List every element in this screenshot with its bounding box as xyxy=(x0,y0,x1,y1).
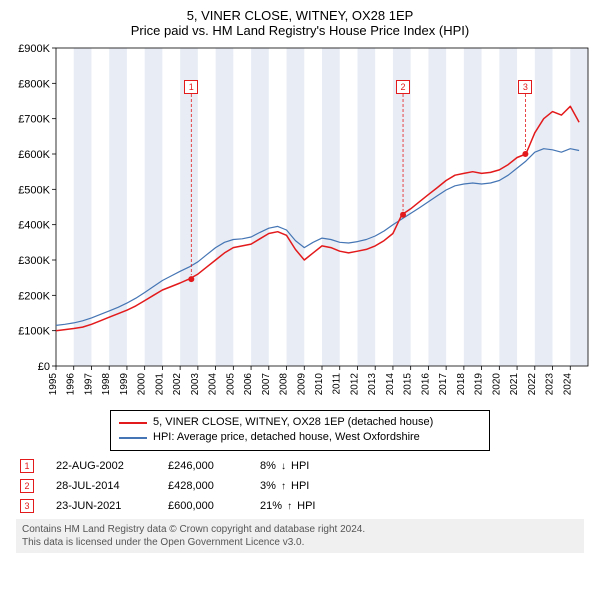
arrow-up-icon: ↑ xyxy=(281,481,286,492)
transactions-table: 1 22-AUG-2002 £246,000 8% ↓ HPI 2 28-JUL-2014… xyxy=(20,459,580,513)
svg-text:£300K: £300K xyxy=(18,255,50,267)
svg-text:2002: 2002 xyxy=(172,373,183,396)
svg-text:£900K: £900K xyxy=(18,44,50,55)
chart-marker-3: 3 xyxy=(518,80,532,94)
legend-swatch-hpi xyxy=(119,437,147,439)
transaction-date: 22-AUG-2002 xyxy=(56,460,146,472)
svg-text:2023: 2023 xyxy=(545,373,556,396)
legend-label-property: 5, VINER CLOSE, WITNEY, OX28 1EP (detach… xyxy=(153,415,433,430)
transaction-price: £428,000 xyxy=(168,480,238,492)
svg-text:2013: 2013 xyxy=(367,373,378,396)
legend-row-property: 5, VINER CLOSE, WITNEY, OX28 1EP (detach… xyxy=(119,415,481,430)
transaction-marker: 1 xyxy=(20,459,34,473)
legend-swatch-property xyxy=(119,422,147,424)
svg-text:2024: 2024 xyxy=(562,373,573,396)
footer-line2: This data is licensed under the Open Gov… xyxy=(22,536,578,549)
legend: 5, VINER CLOSE, WITNEY, OX28 1EP (detach… xyxy=(110,410,490,451)
footer-line1: Contains HM Land Registry data © Crown c… xyxy=(22,523,578,536)
transaction-row: 3 23-JUN-2021 £600,000 21% ↑ HPI xyxy=(20,499,580,513)
svg-text:2005: 2005 xyxy=(225,373,236,396)
svg-text:£400K: £400K xyxy=(18,220,50,232)
title-subtitle: Price paid vs. HM Land Registry's House … xyxy=(8,23,592,38)
svg-text:£200K: £200K xyxy=(18,290,50,302)
svg-text:1995: 1995 xyxy=(48,373,59,396)
svg-text:£700K: £700K xyxy=(18,114,50,126)
svg-text:2004: 2004 xyxy=(208,373,219,396)
svg-text:2010: 2010 xyxy=(314,373,325,396)
transaction-marker: 3 xyxy=(20,499,34,513)
plot-area: £0 £100K £200K £300K £400K £500K £600K £700K £80… xyxy=(8,44,592,404)
transaction-diff: 3% ↑ HPI xyxy=(260,480,340,492)
title-block: 5, VINER CLOSE, WITNEY, OX28 1EP Price p… xyxy=(8,8,592,38)
svg-text:2012: 2012 xyxy=(349,373,360,396)
svg-text:£500K: £500K xyxy=(18,184,50,196)
transaction-diff: 21% ↑ HPI xyxy=(260,500,340,512)
svg-text:1997: 1997 xyxy=(83,373,94,396)
chart-marker-1: 1 xyxy=(184,80,198,94)
svg-text:1999: 1999 xyxy=(119,373,130,396)
svg-text:2019: 2019 xyxy=(474,373,485,396)
arrow-up-icon: ↑ xyxy=(287,501,292,512)
svg-text:£100K: £100K xyxy=(18,326,50,338)
svg-text:2020: 2020 xyxy=(491,373,502,396)
transaction-marker: 2 xyxy=(20,479,34,493)
transaction-row: 2 28-JUL-2014 £428,000 3% ↑ HPI xyxy=(20,479,580,493)
chart-container: 5, VINER CLOSE, WITNEY, OX28 1EP Price p… xyxy=(0,0,600,557)
svg-text:1996: 1996 xyxy=(66,373,77,396)
svg-text:£0: £0 xyxy=(38,361,50,373)
legend-label-hpi: HPI: Average price, detached house, West… xyxy=(153,430,420,445)
svg-text:1998: 1998 xyxy=(101,373,112,396)
svg-text:2015: 2015 xyxy=(403,373,414,396)
transaction-diff: 8% ↓ HPI xyxy=(260,460,340,472)
svg-text:2021: 2021 xyxy=(509,373,520,396)
transaction-date: 28-JUL-2014 xyxy=(56,480,146,492)
arrow-down-icon: ↓ xyxy=(281,461,286,472)
svg-text:2022: 2022 xyxy=(527,373,538,396)
transaction-date: 23-JUN-2021 xyxy=(56,500,146,512)
svg-text:£800K: £800K xyxy=(18,78,50,90)
title-address: 5, VINER CLOSE, WITNEY, OX28 1EP xyxy=(8,8,592,23)
svg-text:2003: 2003 xyxy=(190,373,201,396)
svg-text:2017: 2017 xyxy=(438,373,449,396)
chart-svg: £0 £100K £200K £300K £400K £500K £600K £700K £80… xyxy=(8,44,592,404)
attribution-footer: Contains HM Land Registry data © Crown c… xyxy=(16,519,584,553)
legend-row-hpi: HPI: Average price, detached house, West… xyxy=(119,430,481,445)
svg-text:2009: 2009 xyxy=(296,373,307,396)
svg-text:2006: 2006 xyxy=(243,373,254,396)
svg-text:2016: 2016 xyxy=(420,373,431,396)
svg-text:2000: 2000 xyxy=(137,373,148,396)
svg-text:2014: 2014 xyxy=(385,373,396,396)
svg-text:2018: 2018 xyxy=(456,373,467,396)
transaction-row: 1 22-AUG-2002 £246,000 8% ↓ HPI xyxy=(20,459,580,473)
transaction-price: £600,000 xyxy=(168,500,238,512)
svg-text:£600K: £600K xyxy=(18,149,50,161)
svg-text:2001: 2001 xyxy=(154,373,165,396)
svg-text:2008: 2008 xyxy=(279,373,290,396)
svg-text:2007: 2007 xyxy=(261,373,272,396)
chart-marker-2: 2 xyxy=(396,80,410,94)
transaction-price: £246,000 xyxy=(168,460,238,472)
svg-text:2011: 2011 xyxy=(332,373,343,395)
